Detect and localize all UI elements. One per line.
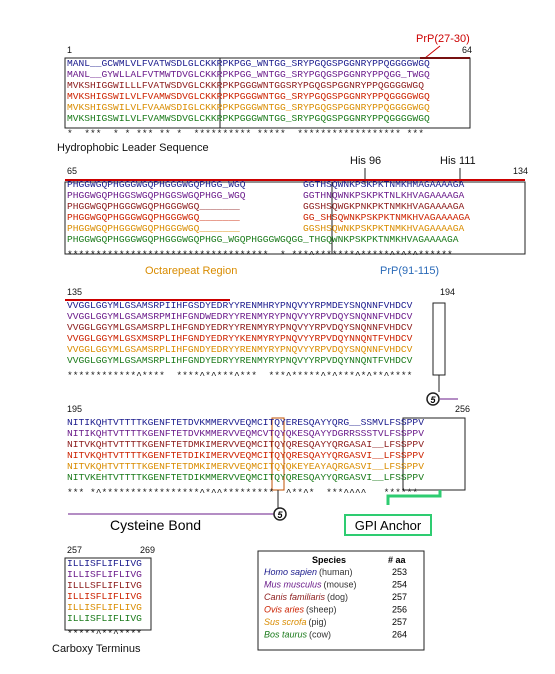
position-label: 257 (67, 545, 82, 555)
position-label: 134 (513, 166, 528, 176)
sequence-row: NITIKQHTVTTTTKGENFTETDVKMMERVVEQMCITQYER… (67, 417, 424, 428)
sequence-row: ILLISFLIFLIVG (67, 591, 142, 602)
carboxy-label: Carboxy Terminus (52, 643, 141, 655)
sequence-row: MANL__GYWLLALFVTMWTDVGLCKKRPKPGG_WNTGG_S… (67, 69, 430, 80)
species-latin: Canis familiaris (264, 592, 326, 602)
position-label: 256 (455, 404, 470, 414)
species-rows: Homo sapien (human) 253 Mus musculus (mouse)… (264, 567, 407, 640)
conservation-row: *** *^*****************^*^^********* ^**… (67, 487, 418, 498)
region-label: Hydrophobic Leader Sequence (57, 142, 209, 154)
sequence-row: PHGGWGQPHGGGWGQPHGGGWGQ_______ GG_SHSQWN… (67, 212, 470, 223)
species-latin: Bos taurus (264, 630, 308, 640)
species-common: (dog) (327, 592, 348, 602)
position-label: 135 (67, 287, 82, 297)
cys-box (432, 302, 446, 376)
species-common: (mouse) (324, 580, 357, 590)
his-label: His 96 (350, 155, 381, 167)
bond-marker-label: 5 (430, 395, 436, 405)
prp-label: PrP(27-30) (416, 33, 470, 45)
conservation-row: *****^**^**** (67, 628, 142, 639)
table-header: Species (312, 555, 346, 565)
sequence-row: MVKSHIGGWILLLFVATWSDVGLCKKRPKPGGGWNTGGSR… (67, 80, 424, 91)
table-header: # aa (388, 555, 407, 565)
sequence-row: NITVKEHTVTTTTKGENFTETDIKMMERVVEQMCITQYQR… (67, 472, 424, 483)
sequence-row: ILLISFLIFLIVG (67, 602, 142, 613)
region-box (64, 557, 152, 631)
species-latin: Homo sapien (264, 567, 317, 577)
species-latin: Mus musculus (264, 580, 322, 590)
region-box (331, 181, 526, 255)
position-label: 194 (440, 287, 455, 297)
species-entry: Sus scrofa (pig) (264, 617, 327, 627)
species-entry: Bos taurus (cow) (264, 630, 331, 640)
species-common: (human) (319, 567, 353, 577)
his-label: His 111 (440, 155, 476, 167)
species-count: 264 (392, 630, 407, 640)
species-entry: Ovis aries (sheep) (264, 605, 337, 615)
gpi-box (344, 514, 432, 536)
alignment-blocks: 1 64 MANL__GCWMLVLFVATWSDLGLCKKRPKPGG_WNTG… (67, 45, 528, 639)
bond-marker (426, 392, 440, 406)
species-entry: Canis familiaris (dog) (264, 592, 348, 602)
sequence-row: PHGGWGQPHGGSWGQPHGGSWGQPHGG_WGQ GGTHNQWN… (67, 190, 464, 201)
species-latin: Ovis aries (264, 605, 305, 615)
position-label: 195 (67, 404, 82, 414)
bond-marker-label: 5 (277, 510, 283, 520)
species-count: 253 (392, 567, 407, 577)
sequence-row: PHGGWGQPHGGGWGQPHGGGWGQ_______ GGSHSQWNK… (67, 223, 464, 234)
gpi-label: GPI Anchor (355, 518, 422, 533)
conservation-row: ************^**** ****^*^***^*** ***^***… (67, 370, 412, 381)
conservation-row: *********************************** * **… (67, 249, 453, 260)
species-entry: Homo sapien (human) (264, 567, 353, 577)
species-common: (sheep) (306, 605, 337, 615)
sequence-row: PHGGWGQPHGGGWGQPHGGGWGQ_______ GGSHSQWGK… (67, 201, 464, 212)
sequence-row: VVGGLGGYMLGSAMSRPIIHFGSDYEDRYYRENMHRYPNQ… (67, 300, 413, 311)
region-box (402, 417, 466, 491)
position-label: 65 (67, 166, 77, 176)
sequence-row: ILLISFLIFLIVG (67, 569, 142, 580)
prp-label: PrP(91-115) (380, 265, 439, 277)
species-table (257, 550, 425, 651)
species-count: 257 (392, 592, 407, 602)
species-count: 256 (392, 605, 407, 615)
position-label: 64 (462, 45, 472, 55)
region-box (219, 57, 471, 129)
sequence-row: VVGGLGGYMLGSXMSRPLIHFGNDYEDRYYKENMYRYPNQ… (67, 333, 413, 344)
sequence-row: MANL__GCWMLVLFVATWSDLGLCKKRPKPGG_WNTGG_S… (67, 58, 430, 69)
sequence-row: VVGGLGGYMLGSAMSRPLIHFGNDYEDRYYRENMYRYPNQ… (67, 322, 413, 333)
cysteine-label: Cysteine Bond (110, 517, 201, 533)
species-latin: Sus scrofa (264, 617, 307, 627)
sequence-row: ILLLSFLIFLIVG (67, 580, 142, 591)
sequence-row: NITVKQHTVTTTTKGENFTETDIKIMERVVEQMCITQYQR… (67, 450, 424, 461)
species-common: (pig) (309, 617, 327, 627)
sequence-row: PHGGWGQPHGGGWGQPHGGGWGQPHGG_WGQPHGGGWGQG… (67, 234, 459, 245)
sequence-row: MVKSHIGSWILVLFVAMWSDVGLCKKRPKPGGGWNTGG_S… (67, 113, 430, 124)
sequence-row: NITVKQHTVTTTTKGENFTETDMKIMERVVEQMCITQYQR… (67, 439, 424, 450)
sequence-row: ILLISFLIFLIVG (67, 613, 142, 624)
sequence-row: ILLISFLIFLIVG (67, 558, 142, 569)
sequence-row: VVGGLGGYMLGSAMSRPLIHFGNDYEDRYYRENMYRYPNQ… (67, 344, 413, 355)
octarepeat-label: Octarepeat Region (145, 265, 237, 277)
sequence-row: PHGGWGQPHGGGWGQPHGGGWGQPHGG_WGQ GGTHSQWN… (67, 179, 464, 190)
conservation-row: * *** * * *** ** * ********** ***** ****… (67, 128, 424, 139)
species-count: 254 (392, 580, 407, 590)
species-count: 257 (392, 617, 407, 627)
sequence-row: VVGGLGGYMLGSAMSRPMIHFGNDWEDRYYRENMYRYPNQ… (67, 311, 413, 322)
species-entry: Mus musculus (mouse) (264, 580, 357, 590)
position-label: 1 (67, 45, 72, 55)
sequence-row: NITVKQHTVTTTTKGENFTETDMKIMERVVEQMCITQYQK… (67, 461, 424, 472)
species-common: (cow) (309, 630, 331, 640)
bond-marker (273, 507, 287, 521)
position-label: 269 (140, 545, 155, 555)
sequence-row: MVKSHIGSWILVLFVAAWSDIGLCKKRPKPGGGWNTGG_S… (67, 102, 430, 113)
pointer (424, 45, 441, 59)
sequence-row: NITIKQHTVTTTTKGENFTETDVKMMERVVEQMCVTQYQK… (67, 428, 424, 439)
sequence-row: VVGGLGGYMLGSAMSRPLIHFGNDYEDRYYRENMYRYPNQ… (67, 355, 413, 366)
sequence-row: MVKSHIGSWILVLFVAMWSDVGLCKKRPKPGGGWNTGG_S… (67, 91, 430, 102)
gpi-pointer (386, 490, 442, 505)
